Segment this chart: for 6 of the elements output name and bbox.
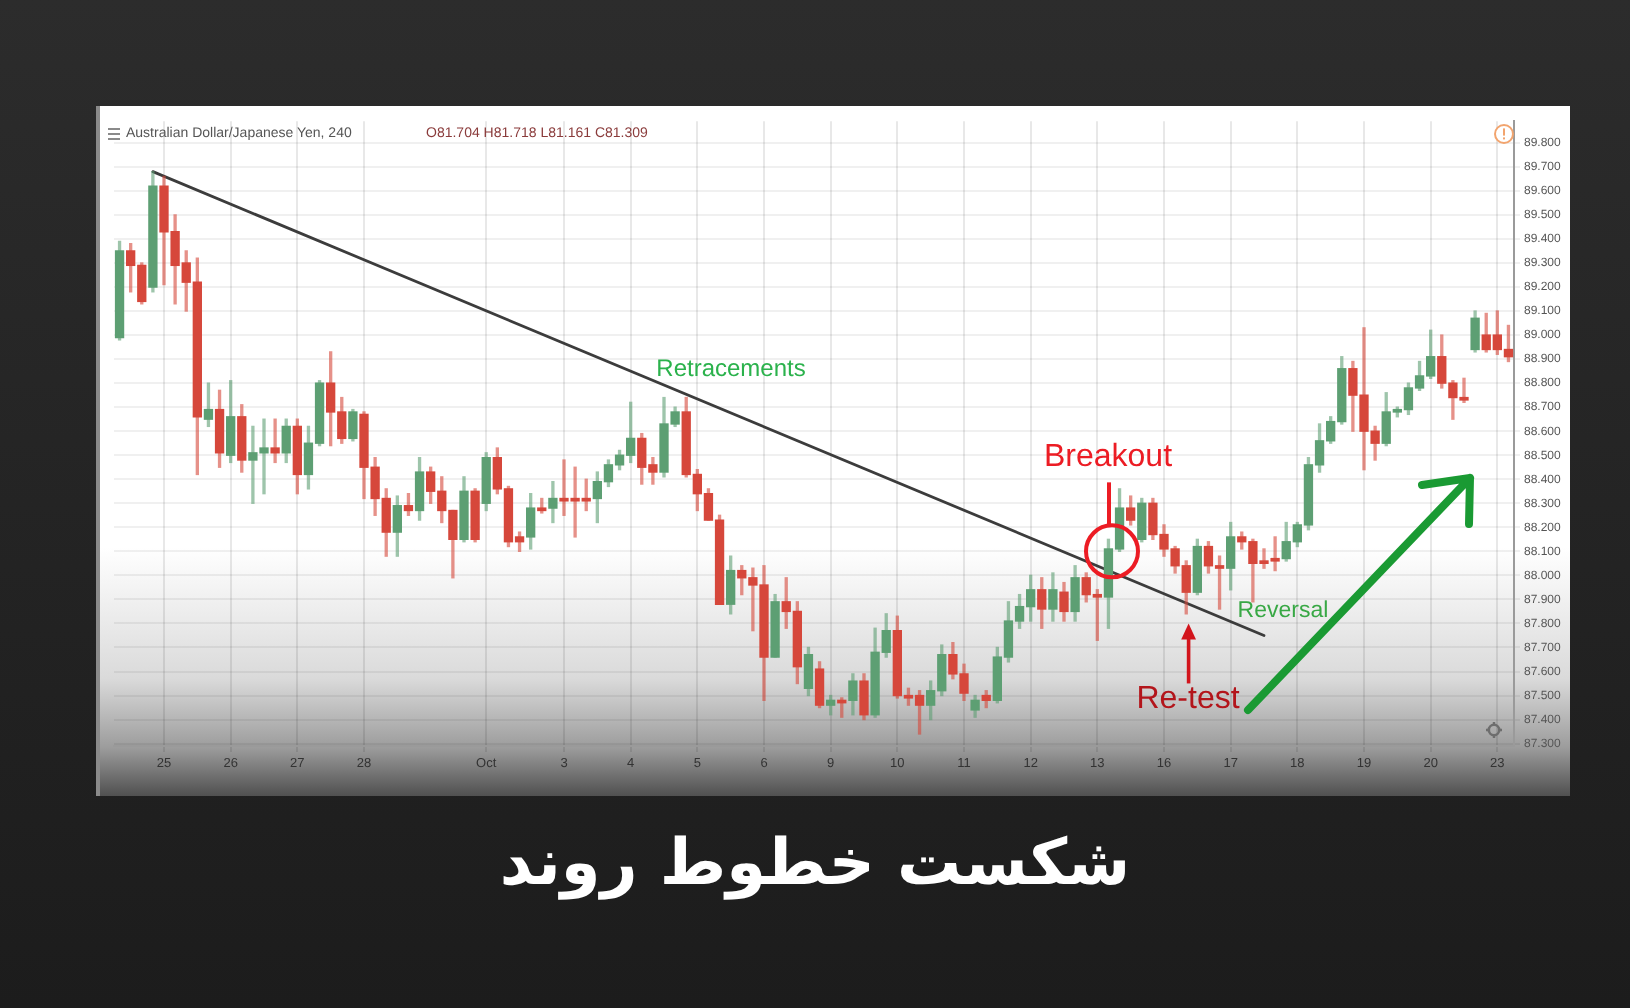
annotation: Breakout <box>1043 440 1173 475</box>
text: شکست خطوط روند <box>499 824 1131 901</box>
annotation: Retracements <box>656 354 806 382</box>
candlestick <box>270 418 280 464</box>
annotation: Re-test <box>1136 681 1240 716</box>
annotation: Reversal <box>1237 598 1329 624</box>
